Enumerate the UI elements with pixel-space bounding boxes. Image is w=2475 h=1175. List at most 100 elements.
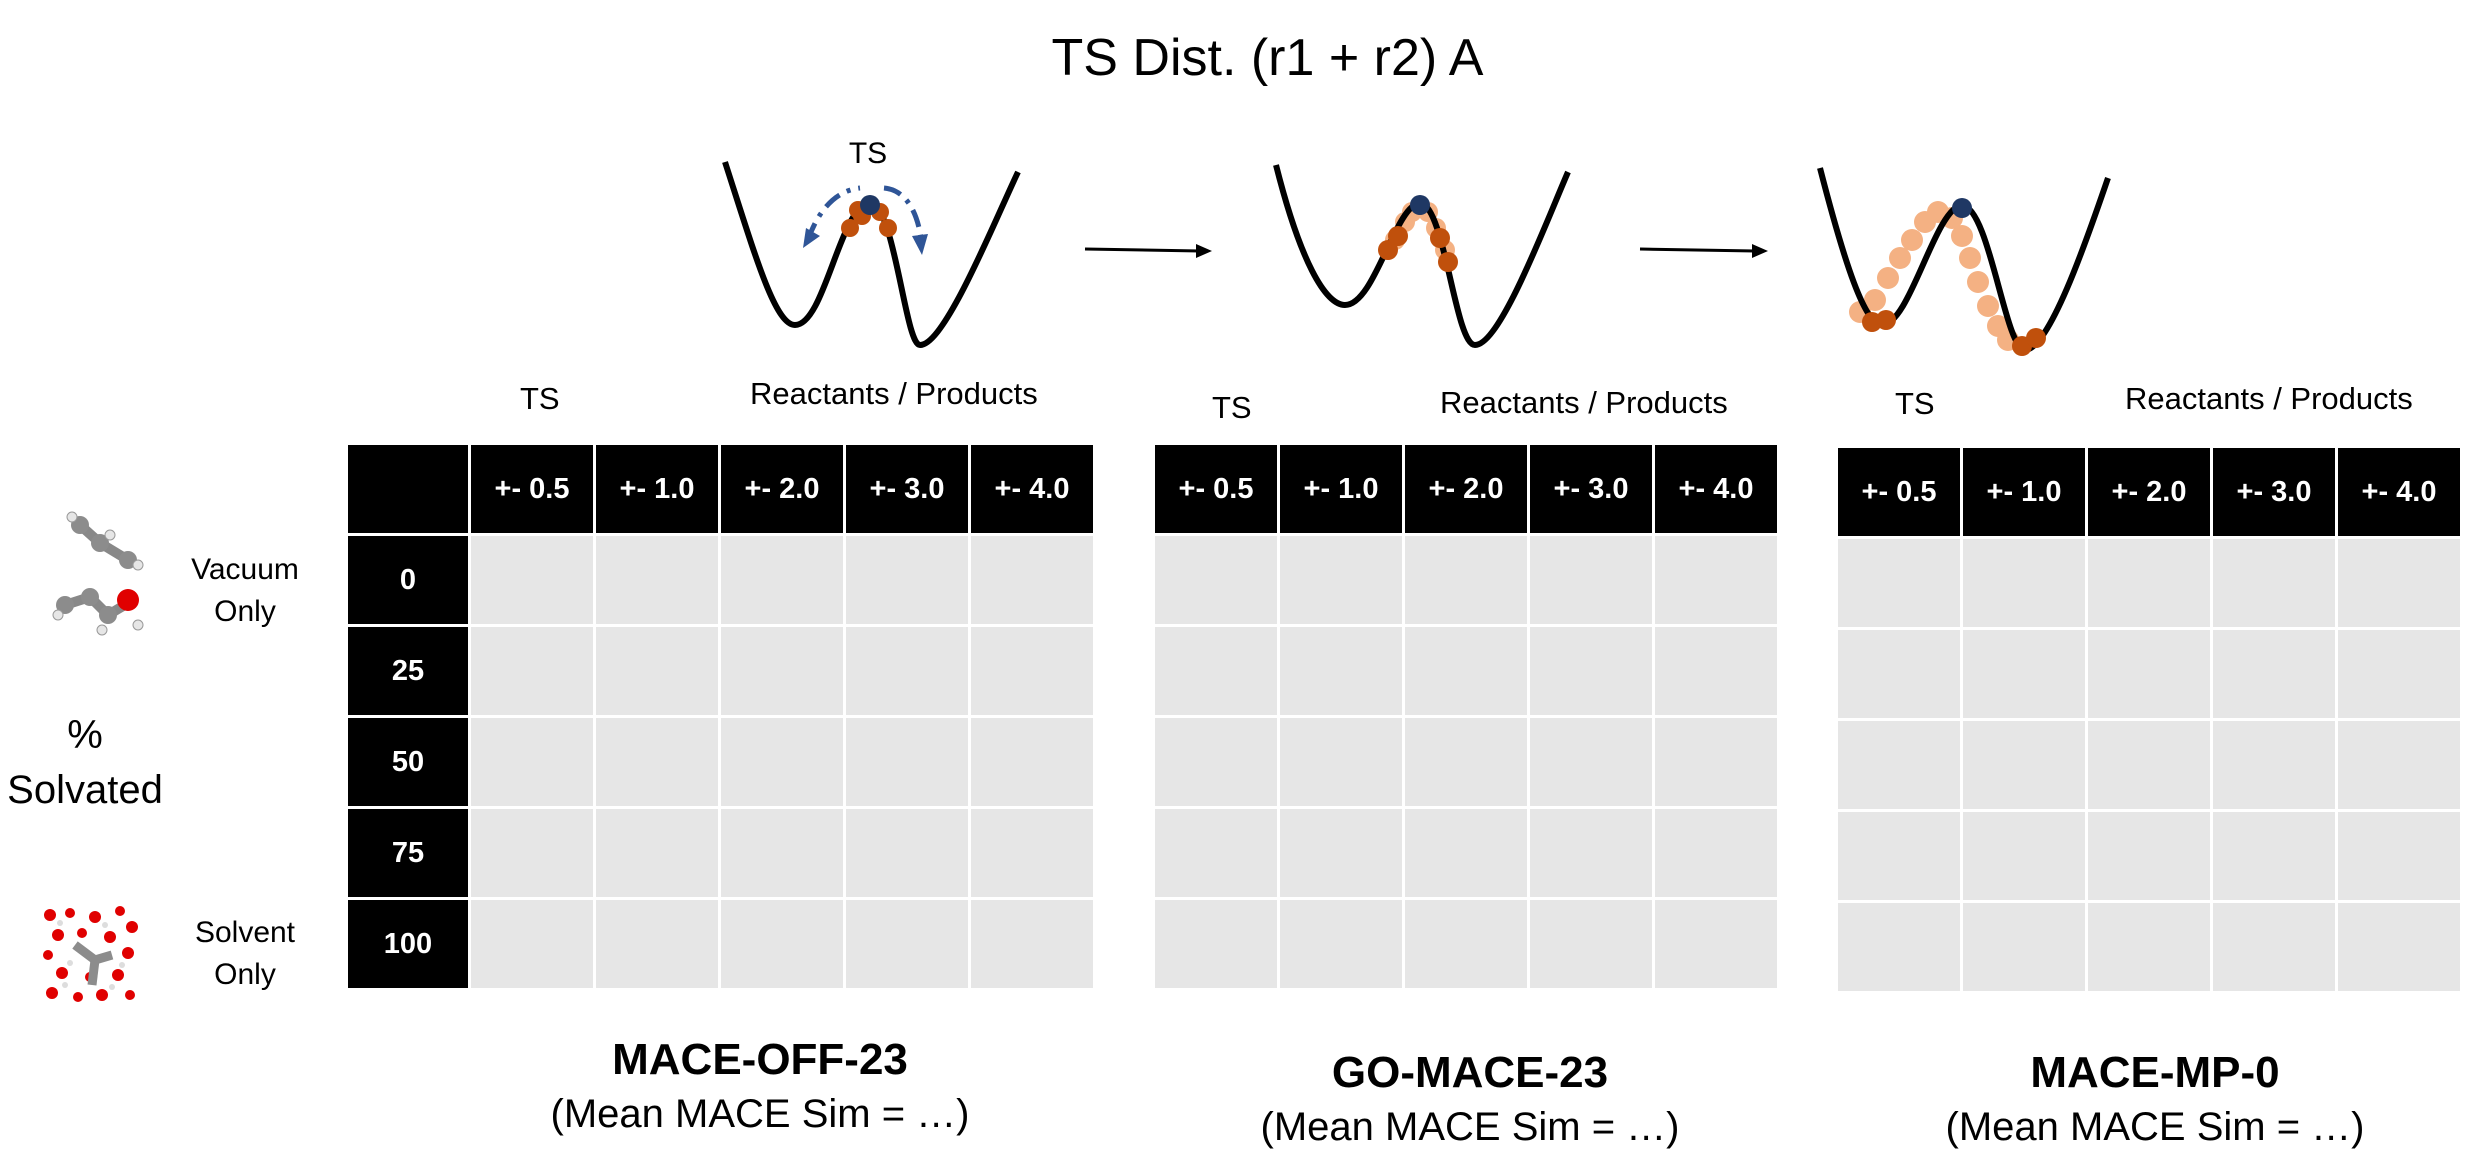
column-header: +- 4.0 (971, 445, 1093, 533)
table-cell (721, 536, 843, 624)
table-row (1155, 718, 1777, 806)
column-header: +- 4.0 (1655, 445, 1777, 533)
table-corner (348, 445, 468, 533)
table-cell (1280, 718, 1402, 806)
table-cell (1405, 536, 1527, 624)
table-cell (1405, 627, 1527, 715)
table-cell (2088, 903, 2210, 991)
row-header: 75 (348, 809, 468, 897)
table-cell (1405, 809, 1527, 897)
table-cell (1655, 900, 1777, 988)
table-cell (846, 809, 968, 897)
percent-solvated-label: % Solvated (0, 708, 170, 818)
solvent-only-label: Solvent Only (170, 912, 320, 996)
table-cell (1530, 809, 1652, 897)
table-cell (596, 718, 718, 806)
table-cell (2088, 539, 2210, 627)
table-cell (1280, 900, 1402, 988)
table-row: 25 (348, 627, 1093, 715)
table-row: 100 (348, 900, 1093, 988)
table-cell (1655, 627, 1777, 715)
table-cell (1155, 536, 1277, 624)
table-cell (2338, 812, 2460, 900)
table-cell (2213, 903, 2335, 991)
table-row: 0 (348, 536, 1093, 624)
results-table-1: +- 0.5 +- 1.0 +- 2.0 +- 3.0 +- 4.0 0 25 … (345, 442, 1096, 991)
table-cell (2338, 903, 2460, 991)
column-header: +- 0.5 (471, 445, 593, 533)
model-sub-3: (Mean MACE Sim = …) (1945, 1105, 2365, 1149)
table-cell (1838, 812, 1960, 900)
table-cell (846, 900, 968, 988)
table-cell (1838, 903, 1960, 991)
table-row: 50 (348, 718, 1093, 806)
vacuum-only-text: Vacuum Only (191, 553, 299, 628)
column-header: +- 3.0 (2213, 448, 2335, 536)
table-cell (846, 718, 968, 806)
table-row (1155, 900, 1777, 988)
row-header: 100 (348, 900, 468, 988)
table-cell (1530, 627, 1652, 715)
solvated-word: Solvated (7, 768, 163, 812)
table-cell (596, 809, 718, 897)
table-cell (721, 809, 843, 897)
ts-label: TS (849, 137, 887, 170)
table-cell (1280, 627, 1402, 715)
table-cell (1655, 718, 1777, 806)
table-cell (1155, 900, 1277, 988)
table-cell (2338, 721, 2460, 809)
table-cell (971, 900, 1093, 988)
table-cell (1963, 903, 2085, 991)
table-cell (471, 900, 593, 988)
table-row (1155, 627, 1777, 715)
model-sub-2: (Mean MACE Sim = …) (1260, 1105, 1680, 1149)
table-cell (471, 536, 593, 624)
solvent-only-text: Solvent Only (194, 916, 296, 991)
table-cell (471, 809, 593, 897)
table-row (1155, 809, 1777, 897)
table-cell (1838, 630, 1960, 718)
table-cell (2338, 630, 2460, 718)
table-cell (1963, 539, 2085, 627)
table-cell (971, 627, 1093, 715)
solvent-box-icon (43, 906, 138, 1002)
table-cell (971, 718, 1093, 806)
table-cell (971, 809, 1093, 897)
table-cell (846, 536, 968, 624)
table-row (1838, 812, 2460, 900)
table-cell (1963, 630, 2085, 718)
axis-reactants-label-2: Reactants / Products (1440, 385, 1728, 420)
table-cell (1280, 536, 1402, 624)
vacuum-molecule-icon (52, 511, 144, 636)
table-cell (2213, 630, 2335, 718)
table-cell (2088, 812, 2210, 900)
table-cell (2338, 539, 2460, 627)
table-cell (1530, 718, 1652, 806)
results-table-3: +- 0.5 +- 1.0 +- 2.0 +- 3.0 +- 4.0 (1835, 445, 2463, 994)
table-cell (1963, 721, 2085, 809)
axis-ts-label-3: TS (1895, 386, 1935, 421)
table-cell (2088, 630, 2210, 718)
table-cell (721, 627, 843, 715)
table-cell (596, 627, 718, 715)
table-cell (2213, 812, 2335, 900)
table-cell (596, 900, 718, 988)
table-cell (471, 627, 593, 715)
table-cell (2213, 721, 2335, 809)
table-cell (971, 536, 1093, 624)
column-header: +- 1.0 (1280, 445, 1402, 533)
row-header: 50 (348, 718, 468, 806)
table-cell (1963, 812, 2085, 900)
table-row (1838, 903, 2460, 991)
table-cell (721, 900, 843, 988)
table-cell (1530, 900, 1652, 988)
table-row (1155, 536, 1777, 624)
table-cell (2213, 539, 2335, 627)
column-header: +- 4.0 (2338, 448, 2460, 536)
column-header: +- 0.5 (1155, 445, 1277, 533)
column-header: +- 3.0 (846, 445, 968, 533)
